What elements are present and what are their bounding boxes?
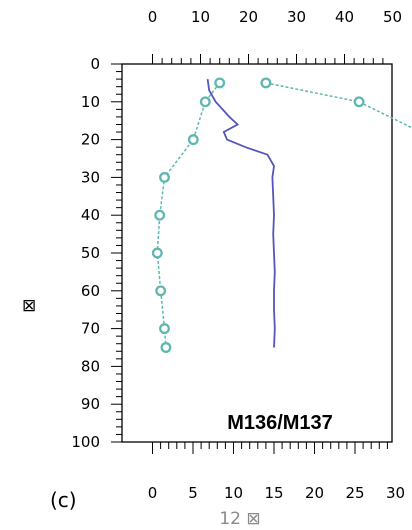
bottom-x-axis-label: 12 ⊠ — [219, 509, 260, 529]
y-tick-label: 50 — [81, 244, 100, 262]
y-tick-label: 100 — [71, 433, 100, 451]
data-point-marker — [199, 96, 211, 108]
top-x-tick-label: 20 — [239, 8, 258, 26]
bottom-x-tick-label: 10 — [224, 484, 243, 502]
y-tick-label: 40 — [81, 206, 100, 224]
y-tick-label: 10 — [81, 93, 100, 111]
bottom-x-tick-label: 15 — [264, 484, 283, 502]
y-tick-label: 90 — [81, 395, 100, 413]
top-x-tick-label: 10 — [191, 8, 210, 26]
solid-profile-line — [206, 78, 276, 348]
data-point-marker — [155, 285, 167, 297]
bottom-x-tick-label: 25 — [345, 484, 364, 502]
bottom-x-tick-label: 0 — [148, 484, 158, 502]
dashed-profile-line — [265, 82, 412, 129]
top-x-tick-label: 30 — [287, 8, 306, 26]
data-point-marker — [160, 342, 172, 353]
data-point-marker — [154, 209, 166, 221]
data-point-marker — [214, 77, 226, 89]
data-point-marker — [151, 247, 163, 259]
y-tick-label: 30 — [81, 168, 100, 186]
y-tick-label: 60 — [81, 282, 100, 300]
top-x-tick-labels: 0 10 20 30 40 50 — [148, 8, 402, 26]
data-point-marker — [159, 323, 170, 335]
series-layer — [151, 77, 412, 353]
panel-label: (c) — [50, 488, 77, 512]
data-point-marker — [353, 96, 365, 108]
y-tick-label: 0 — [90, 55, 100, 73]
data-point-marker — [159, 171, 170, 183]
y-tick-label: 80 — [81, 357, 100, 375]
data-point-marker — [187, 134, 199, 146]
bottom-x-tick-label: 30 — [386, 484, 405, 502]
top-x-tick-label: 40 — [335, 8, 354, 26]
axis-ticks — [111, 54, 388, 454]
bottom-x-tick-label: 5 — [188, 484, 198, 502]
top-x-tick-label: 0 — [148, 8, 158, 26]
y-tick-label: 20 — [81, 131, 100, 149]
station-label: M136/M137 — [227, 412, 333, 434]
top-x-tick-label: 50 — [383, 8, 402, 26]
bottom-x-tick-labels: 0 5 10 15 20 25 30 — [148, 484, 405, 502]
y-tick-label: 70 — [81, 320, 100, 338]
y-axis-label: ⊠ — [22, 296, 36, 316]
data-point-marker — [260, 77, 272, 89]
bottom-x-tick-label: 20 — [305, 484, 324, 502]
dashed-profile-line — [156, 82, 221, 348]
y-tick-labels: 0 10 20 30 40 50 60 70 80 90 100 — [71, 55, 100, 451]
